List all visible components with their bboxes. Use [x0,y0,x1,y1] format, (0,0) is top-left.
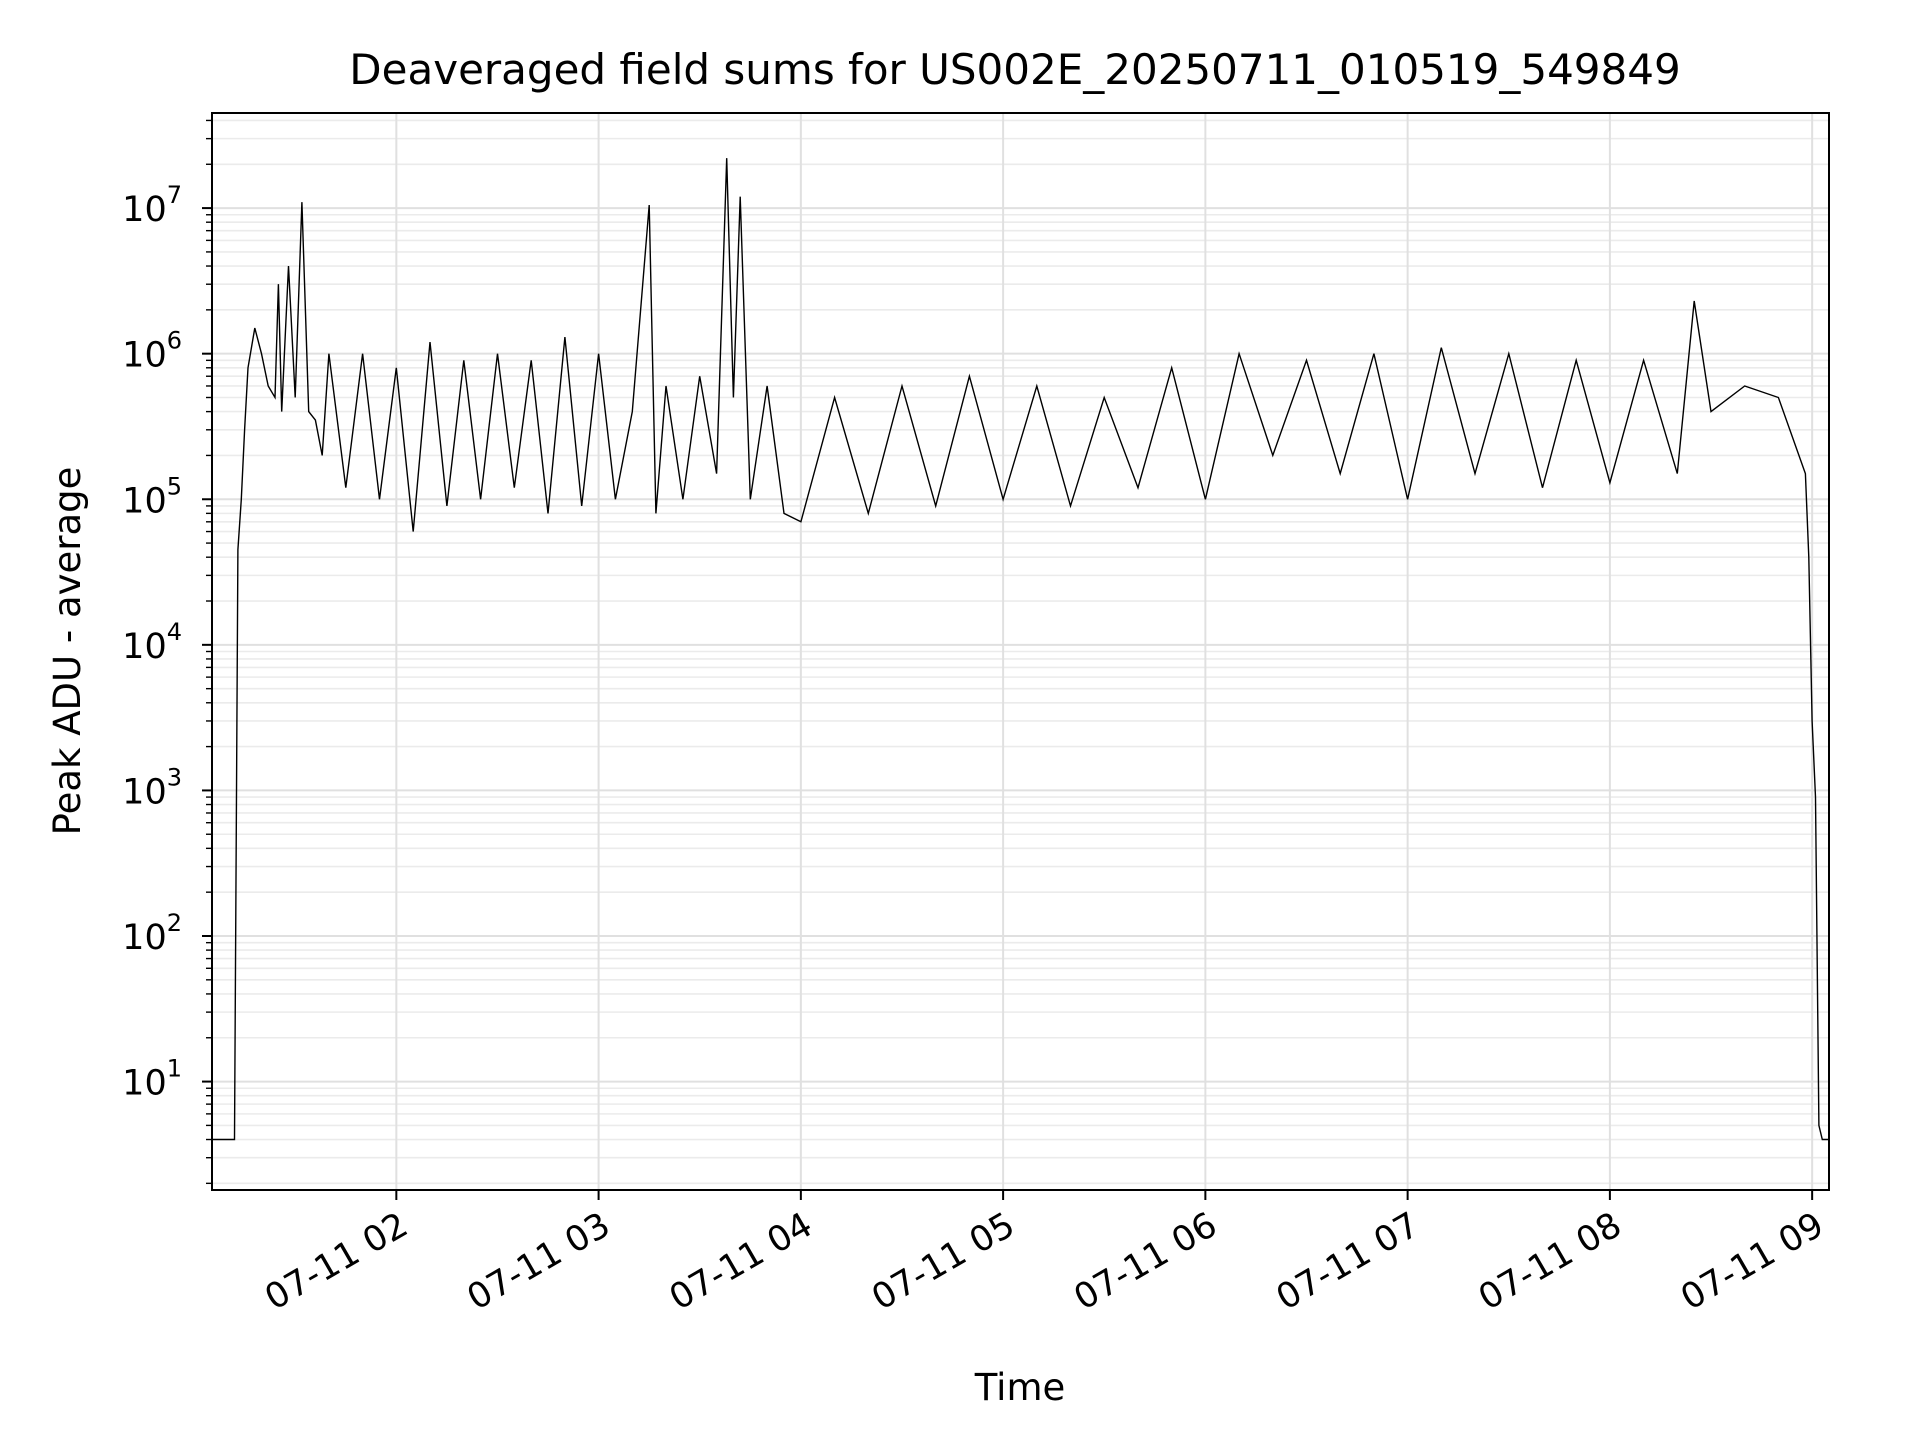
x-tick-label: 07-11 09 [1674,1205,1830,1318]
x-tick-label: 07-11 05 [865,1205,1021,1318]
chart-title: Deaveraged field sums for US002E_2025071… [349,45,1680,94]
minor-gridlines [212,119,1829,1185]
major-gridlines [212,113,1829,1190]
x-tick-label: 07-11 02 [259,1205,415,1318]
y-axis-label: Peak ADU - average [46,467,89,836]
series-line [212,158,1829,1141]
x-tick-label: 07-11 08 [1472,1205,1628,1318]
x-tick-label: 07-11 06 [1068,1205,1224,1318]
y-tick-label: 105 [122,472,182,521]
y-tick-label: 101 [122,1055,182,1104]
x-axis: 07-11 02 07-11 03 07-11 04 07-11 05 07-11 06… [259,1190,1831,1318]
x-tick-label: 07-11 03 [461,1205,617,1318]
y-tick-label: 102 [122,909,182,958]
y-axis: 101 102 103 104 105 106 107 [122,119,212,1185]
x-tick-label: 07-11 07 [1270,1205,1426,1318]
y-tick-label: 107 [122,181,182,230]
y-tick-label: 103 [122,763,182,812]
y-tick-label: 106 [122,327,182,376]
x-tick-label: 07-11 04 [663,1205,819,1318]
y-tick-label: 104 [122,618,182,667]
x-axis-label: Time [974,1366,1066,1409]
